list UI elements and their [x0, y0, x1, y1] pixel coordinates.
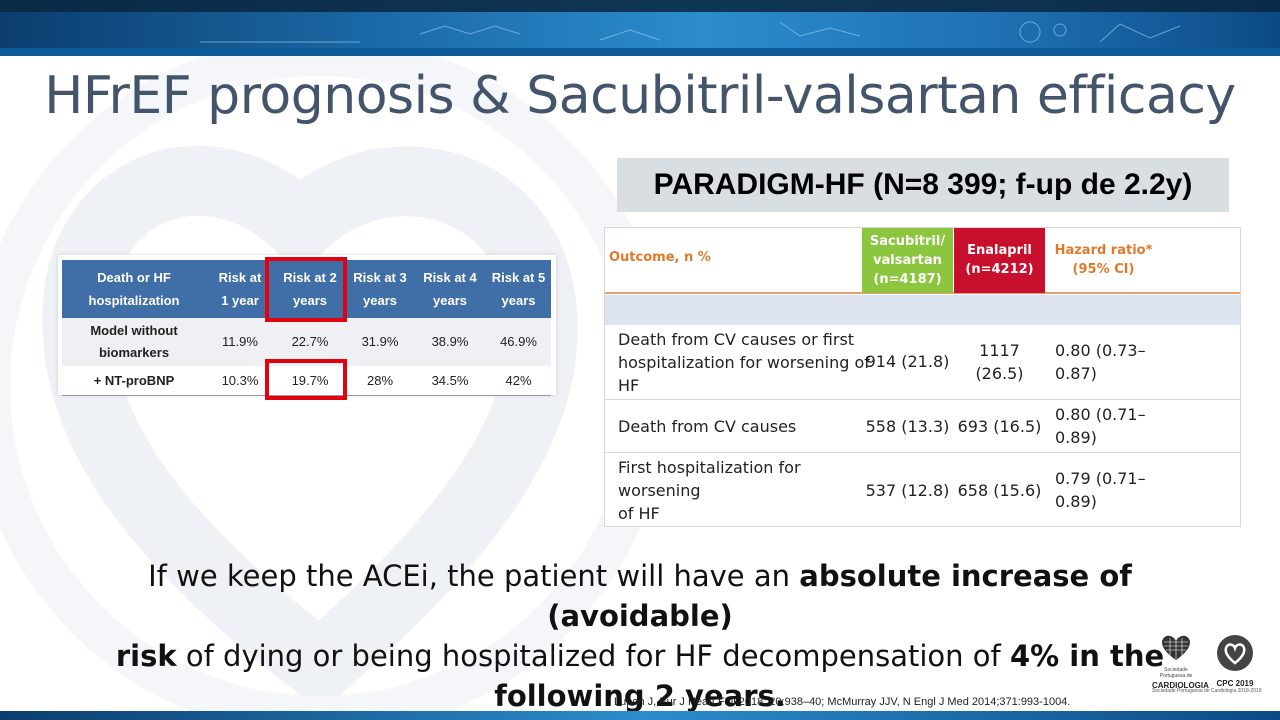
risk-value: 19.7%	[274, 366, 346, 396]
header-band	[605, 295, 1240, 325]
spc-name-label: CARDIOLOGIA	[1152, 681, 1209, 690]
hazard-ratio-cell: 0.80 (0.73– 0.87)	[1055, 341, 1146, 383]
sacubitril-cell: 558 (13.3)	[865, 417, 950, 436]
sacubitril-cell: 537 (12.8)	[865, 481, 950, 500]
spc-logo: Sociedade Portuguesa de CARDIOLOGIA	[1152, 632, 1209, 694]
risk-header-cell: Risk at 3 years	[346, 260, 414, 318]
table-row: Death from CV causes or first hospitaliz…	[605, 326, 1240, 400]
banner-bottom-line	[0, 48, 1280, 56]
sacubitril-header: Sacubitril/ valsartan (n=4187)	[862, 228, 953, 293]
cpc-heart-icon	[1217, 635, 1253, 671]
risk-value: 10.3%	[206, 366, 274, 396]
spc-heart-icon	[1162, 635, 1190, 660]
hazard-ratio-cell: 0.79 (0.71– 0.89)	[1055, 469, 1146, 511]
row-label: + NT-proBNP	[62, 366, 206, 396]
enalapril-cell: 1117 (26.5)	[975, 341, 1024, 383]
risk-header-cell: Risk at 4 years	[414, 260, 486, 318]
conclusion-statement: If we keep the ACEi, the patient will ha…	[115, 559, 1165, 713]
reference-citation: Lupon J, Eur J Heart Fail 2018; 20:938–4…	[614, 696, 1071, 708]
cpc-label: CPC 2019	[1216, 679, 1254, 688]
table-row: First hospitalization for worsening of H…	[605, 454, 1240, 528]
logo-footer-text: Sociedade Portuguesa de Cardiologia 2018…	[1152, 688, 1262, 694]
table-row: + NT-proBNP 10.3% 19.7% 28% 34.5% 42%	[62, 366, 551, 396]
outcome-cell: Death from CV causes or first hospitaliz…	[618, 330, 870, 395]
top-banner	[0, 0, 1280, 56]
risk-value: 22.7%	[274, 318, 346, 366]
risk-header-cell: Death or HF hospitalization	[62, 260, 206, 318]
risk-value: 42%	[486, 366, 551, 396]
outcome-header: Outcome, n %	[609, 250, 711, 265]
slide-title: HFrEF prognosis & Sacubitril-valsartan e…	[44, 66, 1236, 126]
cpc-logo: CPC 2019	[1212, 634, 1258, 688]
bottom-bar	[0, 711, 1280, 720]
highlight-box-header	[265, 257, 347, 322]
heart-watermark	[0, 56, 640, 716]
row-label: Model without biomarkers	[62, 318, 206, 366]
spc-sub-label: Sociedade Portuguesa de	[1159, 667, 1193, 679]
risk-table-header-row: Death or HF hospitalization Risk at 1 year…	[62, 260, 551, 318]
risk-value: 28%	[346, 366, 414, 396]
risk-header-cell: Risk at 5 years	[486, 260, 551, 318]
paradigm-table: Outcome, n % Sacubitril/ valsartan (n=41…	[604, 227, 1241, 527]
hazard-ratio-cell: 0.80 (0.71– 0.89)	[1055, 405, 1146, 447]
paradigm-header: Outcome, n % Sacubitril/ valsartan (n=41…	[605, 228, 1240, 294]
sacubitril-cell: 914 (21.8)	[865, 352, 950, 371]
outcome-cell: Death from CV causes	[618, 417, 797, 436]
table-row: Model without biomarkers 11.9% 22.7% 31.9…	[62, 318, 551, 366]
enalapril-header: Enalapril (n=4212)	[954, 228, 1045, 293]
outcome-cell: First hospitalization for worsening of H…	[618, 458, 801, 523]
risk-value: 31.9%	[346, 318, 414, 366]
risk-table-panel: Death or HF hospitalization Risk at 1 year…	[58, 255, 556, 396]
hazard-ratio-header: Hazard ratio* (95% CI)	[1054, 243, 1153, 277]
banner-dark-strip	[0, 0, 1280, 12]
risk-value: 11.9%	[206, 318, 274, 366]
highlight-box-value	[265, 359, 347, 400]
risk-header-cell: Risk at 1 year	[206, 260, 274, 318]
risk-header-cell: Risk at 2 years	[274, 260, 346, 318]
enalapril-cell: 693 (16.5)	[957, 417, 1042, 436]
risk-value: 46.9%	[486, 318, 551, 366]
banner-molecule-decoration	[200, 21, 1181, 43]
paradigm-title: PARADIGM-HF (N=8 399; f-up de 2.2y)	[617, 158, 1229, 212]
risk-value: 34.5%	[414, 366, 486, 396]
table-row: Death from CV causes 558 (13.3) 693 (16.…	[605, 401, 1240, 453]
risk-table: Death or HF hospitalization Risk at 1 year…	[62, 260, 551, 396]
risk-value: 38.9%	[414, 318, 486, 366]
enalapril-cell: 658 (15.6)	[957, 481, 1042, 500]
